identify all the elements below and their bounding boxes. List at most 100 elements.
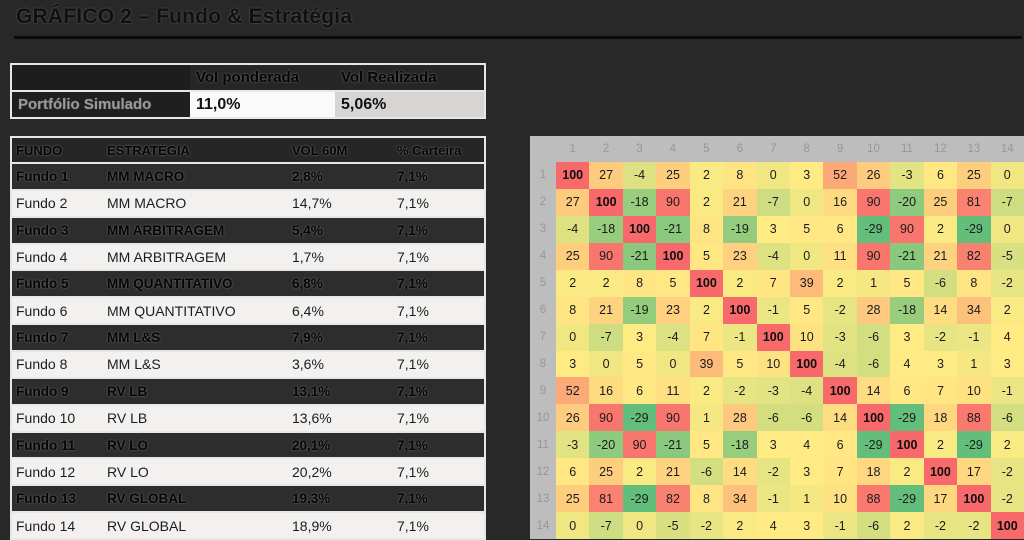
heatmap-cell: 1 [856, 269, 891, 297]
heatmap-cell: 100 [556, 162, 590, 189]
heatmap-cell: 100 [890, 431, 924, 459]
heatmap-cell: 14 [723, 458, 757, 486]
heatmap-row-header: 2 [530, 188, 556, 216]
strategy: RV LB [107, 383, 148, 399]
heatmap-cell: 0 [556, 323, 590, 351]
fund-name: Fundo 5 [16, 276, 69, 292]
funds-table-row: Fundo 9 RV LB 13,1% 7,1% [12, 376, 484, 404]
strategy: MM L&S [107, 356, 161, 373]
heatmap-cell: 6 [823, 215, 857, 243]
vol-60m: 6,8% [292, 276, 323, 292]
heatmap-cell: -6 [856, 350, 891, 378]
heatmap-cell: 88 [957, 404, 991, 432]
heatmap-cell: 5 [689, 431, 724, 459]
heatmap-cell: -4 [556, 215, 590, 243]
heatmap-cell: 52 [556, 377, 590, 405]
heatmap-cell: 0 [622, 512, 657, 539]
heatmap-cell: -1 [723, 323, 757, 351]
heatmap-col-header: 7 [756, 136, 790, 162]
heatmap-cell: 3 [756, 431, 790, 459]
strategy: MM ARBITRAGEM [107, 222, 225, 238]
funds-table-row: Fundo 1 MM MACRO 2,8% 7,1% [12, 164, 484, 189]
heatmap-cell: -1 [957, 323, 991, 351]
title-underline [14, 36, 1022, 39]
fund-name: Fundo 10 [16, 410, 76, 427]
heatmap-cell: -19 [622, 296, 657, 324]
heatmap-cell: -1 [756, 485, 790, 513]
heatmap-cell: 8 [723, 162, 757, 189]
heatmap-cell: -6 [756, 404, 790, 432]
vol-60m: 6,4% [292, 302, 324, 319]
heatmap-cell: -2 [689, 512, 724, 539]
heatmap-cell: 81 [589, 485, 623, 513]
heatmap-cell: 82 [957, 242, 991, 270]
pct-carteira: 7,1% [397, 276, 428, 292]
heatmap-cell: -21 [622, 242, 657, 270]
heatmap-cell: 8 [957, 269, 991, 297]
heatmap-row-header: 1 [530, 162, 556, 189]
heatmap-cell: 34 [723, 485, 757, 513]
heatmap-row-header: 13 [530, 485, 556, 513]
heatmap-cell: 4 [990, 323, 1024, 351]
vol-60m: 14,7% [292, 195, 332, 212]
heatmap-cell: -19 [723, 215, 757, 243]
vol-60m: 13,6% [292, 410, 332, 427]
heatmap-cell: 0 [789, 188, 824, 216]
vol-60m: 2,8% [292, 168, 323, 184]
heatmap-cell: 2 [723, 269, 757, 297]
heatmap-cell: -29 [890, 404, 924, 432]
fund-name: Fundo 13 [16, 491, 76, 507]
heatmap-cell: 2 [689, 162, 724, 189]
heatmap-cell: 2 [689, 188, 724, 216]
heatmap-cell: -5 [990, 242, 1024, 270]
funds-table: FUNDO ESTRATÉGIA VOL 60M % Carteira Fundo 1… [10, 136, 486, 540]
vol-60m: 5,4% [292, 222, 323, 238]
summary-col-vol-ponderada: Vol ponderada [190, 65, 335, 90]
heatmap-cell: 100 [957, 485, 991, 513]
heatmap-cell: -29 [622, 485, 657, 513]
heatmap-cell: -2 [990, 485, 1024, 513]
heatmap-cell: 10 [823, 485, 857, 513]
pct-carteira: 7,1% [397, 356, 429, 373]
funds-table-row: Fundo 12 RV LO 20,2% 7,1% [12, 457, 484, 485]
funds-table-row: Fundo 10 RV LB 13,6% 7,1% [12, 403, 484, 431]
heatmap-cell: 28 [723, 404, 757, 432]
vol-60m: 19,3% [292, 491, 331, 507]
heatmap-cell: 90 [890, 215, 924, 243]
funds-table-row: Fundo 11 RV LO 20,1% 7,1% [12, 430, 484, 458]
heatmap-cell: 18 [923, 404, 958, 432]
heatmap-col-header: 1 [556, 136, 590, 162]
funds-table-row: Fundo 2 MM MACRO 14,7% 7,1% [12, 188, 484, 216]
heatmap-cell: 1 [689, 404, 724, 432]
strategy: RV LO [107, 463, 149, 480]
heatmap-cell: -6 [689, 458, 724, 486]
heatmap-cell: 27 [589, 162, 623, 189]
vol-60m: 1,7% [292, 249, 324, 265]
strategy: MM MACRO [107, 195, 187, 212]
heatmap-cell: -2 [823, 296, 857, 324]
heatmap-cell: 21 [656, 458, 690, 486]
heatmap-cell: 3 [789, 162, 824, 189]
heatmap-cell: 26 [856, 162, 891, 189]
summary-corner-cell [12, 65, 190, 90]
heatmap-cell: -3 [756, 377, 790, 405]
heatmap-cell: 3 [622, 323, 657, 351]
pct-carteira: 7,1% [397, 383, 428, 399]
heatmap-cell: -29 [890, 485, 924, 513]
heatmap-col-header: 9 [823, 136, 857, 162]
heatmap-cell: 2 [589, 269, 623, 297]
heatmap-cell: -21 [890, 242, 924, 270]
heatmap-cell: 23 [723, 242, 757, 270]
heatmap-cell: 17 [923, 485, 958, 513]
heatmap-cell: 5 [622, 350, 657, 378]
heatmap-row-header: 8 [530, 350, 556, 378]
strategy: RV LO [107, 437, 149, 453]
heatmap-cell: -3 [556, 431, 590, 459]
heatmap-cell: 2 [823, 269, 857, 297]
heatmap-cell: 25 [957, 162, 991, 189]
heatmap-cell: 82 [656, 485, 690, 513]
summary-table: Vol ponderada Vol Realizada Portfólio Si… [10, 63, 486, 119]
heatmap-cell: 5 [789, 215, 824, 243]
heatmap-cell: 100 [723, 296, 757, 324]
heatmap-cell: 2 [556, 269, 590, 297]
